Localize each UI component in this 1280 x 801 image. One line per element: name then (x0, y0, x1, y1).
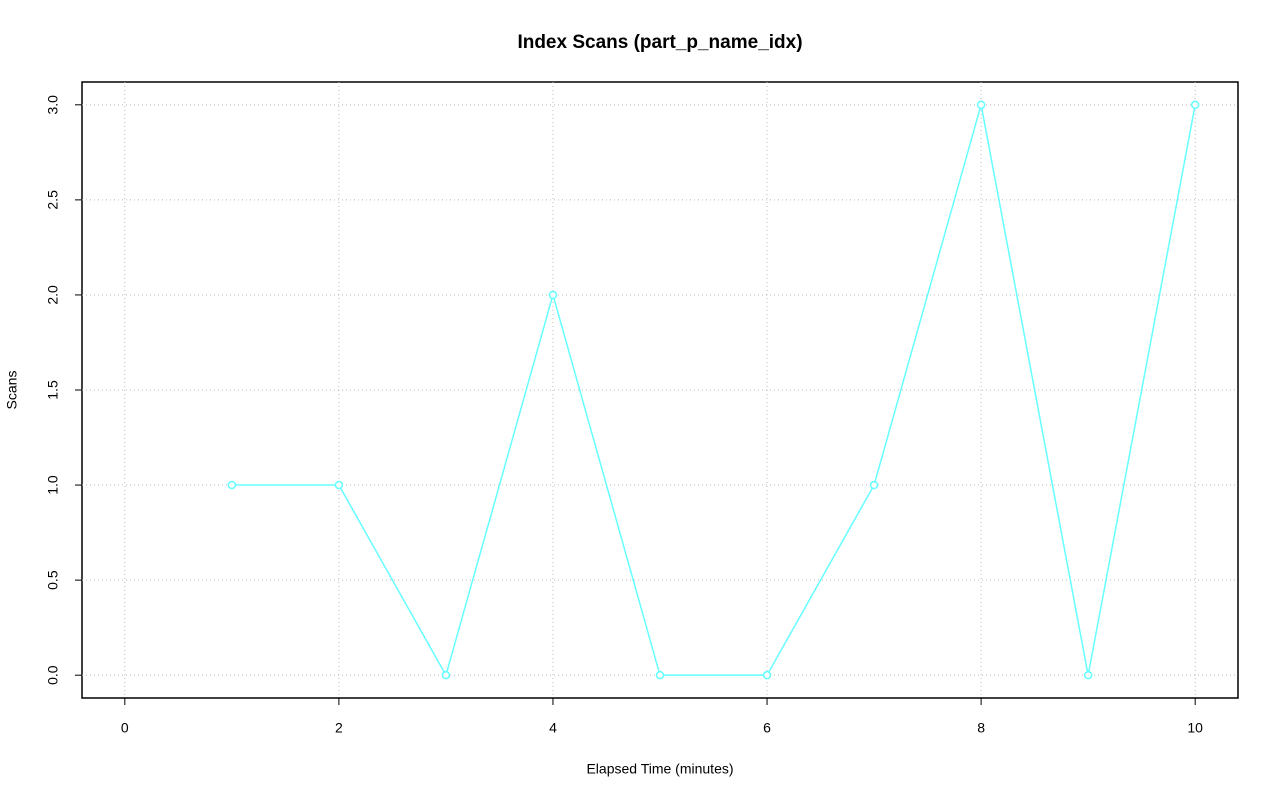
data-point (441, 670, 451, 680)
data-point (548, 290, 558, 300)
data-point (1083, 670, 1093, 680)
data-point (227, 480, 237, 490)
data-point (334, 480, 344, 490)
chart-title: Index Scans (part_p_name_idx) (517, 32, 802, 53)
x-tick-label: 6 (763, 720, 771, 736)
y-tick-label: 1.5 (45, 380, 61, 400)
data-point (869, 480, 879, 490)
x-tick-label: 0 (121, 720, 129, 736)
x-tick-label: 8 (977, 720, 985, 736)
series-line (231, 104, 1196, 678)
y-tick-label: 0.5 (45, 570, 61, 590)
x-tick-label: 4 (549, 720, 557, 736)
y-tick-label: 0.0 (45, 665, 61, 685)
y-tick-label: 2.0 (45, 285, 61, 305)
data-point (762, 670, 772, 680)
data-point (976, 100, 986, 110)
y-tick-label: 3.0 (45, 95, 61, 115)
data-point (655, 670, 665, 680)
x-tick-label: 2 (335, 720, 343, 736)
x-axis-label: Elapsed Time (minutes) (586, 761, 733, 777)
y-tick-label: 2.5 (45, 190, 61, 210)
data-point (1190, 100, 1200, 110)
x-tick-label: 10 (1187, 720, 1203, 736)
y-axis-label: Scans (4, 371, 20, 410)
y-tick-label: 1.0 (45, 475, 61, 495)
